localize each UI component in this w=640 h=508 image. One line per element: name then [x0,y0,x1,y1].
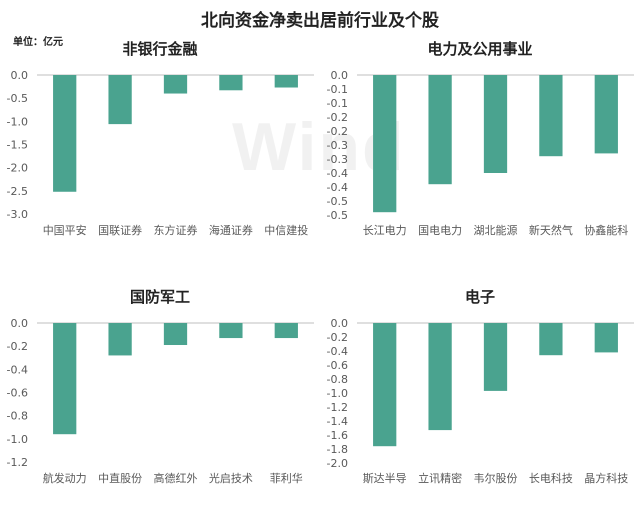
x-tick-label: 斯达半导 [363,471,407,485]
y-tick-label: -0.1 [327,83,348,96]
bar [483,323,508,391]
x-tick-label: 菲利华 [270,471,303,485]
y-tick-label: -1.5 [7,139,28,152]
chart-panel-utilities: 电力及公用事业 0.0 -0.1 -0.1 -0.2 -0.2 -0.3 -0.3 -0.4-… [320,36,640,250]
bar-chart: 0.0 -0.2 -0.4 -0.6 -0.8 -1.0 -1.2 航发动力 中直股份 高德红外光… [7,317,314,485]
y-tick-label: -0.3 [327,153,348,166]
y-tick-label: -1.0 [7,433,28,446]
chart-title: 电子 [464,288,495,306]
bar [539,323,563,356]
y-tick-label: 0.0 [331,69,349,82]
bar [53,75,77,192]
bar [373,75,397,213]
y-tick-label: -2.5 [7,185,28,198]
y-tick-label: -0.5 [327,209,348,222]
x-tick-label: 光启技术 [209,471,253,485]
y-tick-label: -1.6 [327,429,348,442]
x-tick-label: 晶方科技 [584,471,628,485]
y-tick-label: -2.0 [327,457,348,470]
x-tick-label: 海通证券 [209,223,253,237]
y-tick-label: -1.4 [327,415,348,428]
y-tick-label: 0.0 [11,317,29,330]
y-tick-label: -0.5 [327,195,348,208]
y-tick-label: -0.2 [327,331,348,344]
x-tick-label: 长电科技 [529,471,573,485]
bar [108,323,132,356]
x-tick-label: 新天然气 [529,223,573,237]
bar [594,75,618,154]
bar [108,75,132,125]
bar [274,75,298,88]
y-tick-label: -0.6 [327,359,348,372]
x-tick-label: 东方证券 [154,223,198,237]
x-tick-label: 国联证券 [98,223,142,237]
y-tick-label: -1.0 [7,115,28,128]
y-tick-label: 0.0 [11,69,29,82]
y-tick-label: -0.2 [327,125,348,138]
bar [219,323,243,339]
y-tick-label: -1.0 [327,387,348,400]
x-tick-label: 中信建投 [264,223,308,237]
bar [594,323,618,353]
y-tick-label: -1.2 [7,456,28,469]
y-tick-label: -0.2 [7,340,28,353]
bar [539,75,563,157]
x-tick-label: 长江电力 [363,224,407,237]
y-tick-label: -0.3 [327,139,348,152]
bar [428,323,452,431]
y-tick-label: -1.8 [327,443,348,456]
chart-title: 国防军工 [129,288,190,306]
chart-panel-financials: 非银行金融 0.0 -0.5 -1.0 -1.5 -2.0 -2.5 -3.0 中国平安 国联证… [0,36,320,250]
y-tick-label: -0.1 [327,97,348,110]
y-tick-label: 0.0 [331,317,349,330]
chart-title: 非银行金融 [122,40,198,58]
y-tick-label: -0.6 [7,387,28,400]
y-tick-label: -0.4 [7,363,28,376]
bar-chart: 0.0 -0.5 -1.0 -1.5 -2.0 -2.5 -3.0 中国平安 国联证券 东方证券海… [7,69,314,237]
chart-panel-electronics: 电子 0.0 -0.2 -0.4 -0.6 -0.8 -1.0 -1.2 -1.4 -1.6 -1… [320,284,640,504]
y-tick-label: -3.0 [7,208,28,221]
x-tick-label: 湖北能源 [474,223,518,237]
x-tick-label: 中直股份 [98,471,142,485]
bar [163,323,188,346]
bar [163,75,188,94]
y-tick-label: -0.8 [7,410,28,423]
y-tick-label: -0.4 [327,167,348,180]
x-tick-label: 协鑫能科 [584,223,628,237]
bar [428,75,452,185]
bar [53,323,77,435]
bar-chart: 0.0-0.1-0.1-0.2-0.2-0.3-0.3-0.4-0.4-0.5-… [327,69,634,237]
bar [274,323,298,339]
x-tick-label: 立讯精密 [418,471,462,485]
bar [219,75,243,91]
bar [483,75,508,173]
y-tick-label: -0.8 [327,373,348,386]
y-tick-label: -2.0 [7,162,28,175]
y-tick-label: -1.2 [327,401,348,414]
x-tick-label: 高德红外 [154,471,198,485]
bar-chart: 0.0-0.2-0.4-0.6-0.8-1.0-1.2-1.4-1.6-1.8-… [327,317,634,485]
x-tick-label: 国电电力 [418,224,462,237]
x-tick-label: 中国平安 [43,223,87,237]
chart-title: 电力及公用事业 [427,40,533,58]
chart-panel-defense: 国防军工 0.0 -0.2 -0.4 -0.6 -0.8 -1.0 -1.2 航发动力 中直股份… [0,284,320,504]
bar [373,323,397,447]
x-tick-label: 航发动力 [43,471,87,485]
y-tick-label: -0.4 [327,181,348,194]
y-tick-label: -0.4 [327,345,348,358]
y-tick-label: -0.2 [327,111,348,124]
y-tick-label: -0.5 [7,92,28,105]
x-tick-label: 韦尔股份 [474,472,518,485]
main-title: 北向资金净卖出居前行业及个股 [201,11,439,31]
unit-label: 单位：亿元 [13,37,63,48]
